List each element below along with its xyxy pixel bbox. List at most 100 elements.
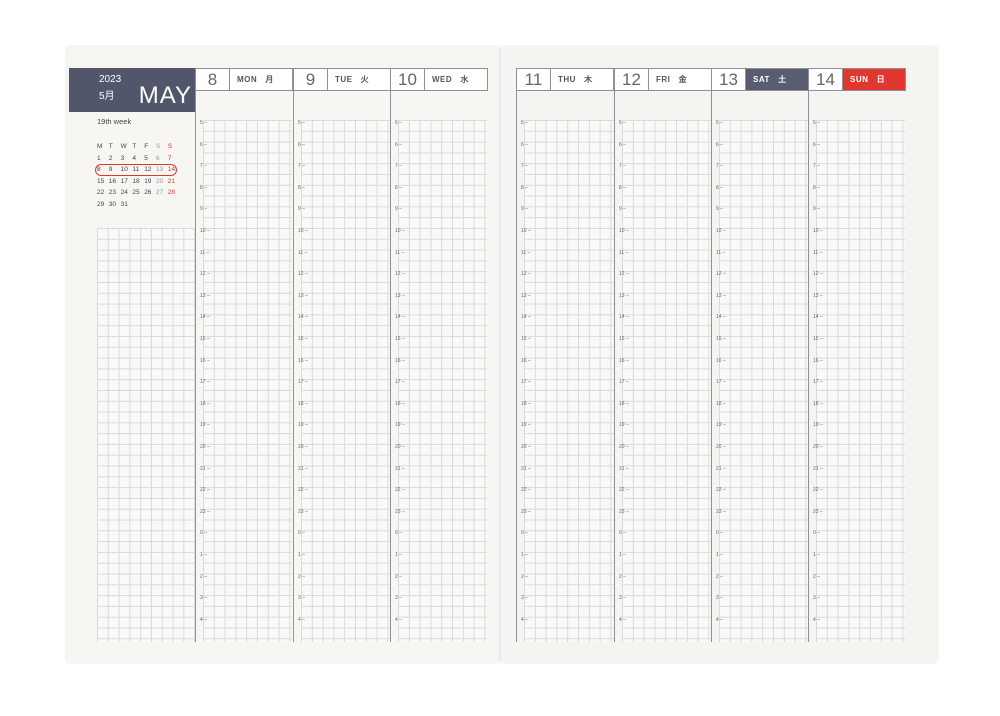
hour-label: 14 –: [395, 314, 405, 321]
hour-label: 2 –: [813, 573, 820, 580]
hour-label: 5 –: [298, 120, 305, 126]
day-number: 10: [391, 69, 425, 90]
hour-label: 20 –: [716, 444, 726, 450]
hour-label: 14 –: [521, 314, 531, 321]
hour-label: 7 –: [813, 163, 820, 170]
hour-label: 10 –: [619, 228, 629, 234]
calendar-day: 20: [155, 177, 164, 185]
hour-label: 5 –: [395, 120, 402, 126]
hour-label: 22 –: [619, 487, 629, 494]
day-header-mon: 8 MON 月: [195, 68, 293, 91]
hour-label: 18 –: [200, 400, 210, 407]
hour-label: 9 –: [200, 206, 207, 213]
hour-label: 4 –: [716, 616, 723, 623]
hour-label: 13 –: [619, 292, 629, 299]
calendar-day: 9: [108, 166, 113, 173]
hour-label: 18 –: [521, 400, 531, 407]
calendar-row: 15 16 17 18 19 20 21: [97, 178, 180, 185]
hour-label: 16 –: [813, 357, 823, 364]
hour-label: 23 –: [619, 508, 629, 515]
hour-label: 2 –: [716, 573, 723, 580]
day-column-divider: [195, 68, 196, 642]
hour-label: 23 –: [200, 508, 210, 515]
hour-label: 2 –: [521, 573, 528, 580]
hour-label: 1 –: [200, 552, 207, 558]
hour-label: 12 –: [716, 271, 726, 278]
calendar-day: 1: [97, 154, 101, 162]
hour-label: 5 –: [716, 120, 723, 126]
day-grid[interactable]: [816, 120, 905, 642]
hour-label: 20 –: [813, 444, 823, 450]
hour-label: 12 –: [395, 271, 405, 278]
hour-label: 22 –: [395, 487, 405, 494]
hour-label: 3 –: [200, 595, 207, 602]
hour-label: 13 –: [200, 292, 210, 299]
day-grid[interactable]: [203, 120, 292, 642]
calendar-row: 22 23 24 25 26 27 28: [97, 189, 180, 196]
hour-label: 21 –: [716, 465, 726, 472]
hour-label: 23 –: [716, 508, 726, 515]
hour-label: 2 –: [619, 573, 626, 580]
day-number: 12: [615, 69, 649, 90]
calendar-day: M: [97, 143, 103, 150]
hour-label: 17 –: [395, 379, 405, 386]
hour-label: 13 –: [813, 292, 823, 299]
hour-label: 4 –: [298, 616, 305, 623]
day-grid[interactable]: [398, 120, 487, 642]
hour-label: 7 –: [395, 163, 402, 170]
day-column-divider: [390, 68, 391, 642]
hour-label: 11 –: [716, 249, 726, 256]
day-grid[interactable]: [524, 120, 614, 642]
hour-label: 22 –: [716, 487, 726, 494]
day-header-thu: 11 THU 木: [516, 68, 614, 91]
calendar-day: T: [132, 143, 137, 150]
hour-label: 13 –: [298, 292, 308, 299]
hour-label: 17 –: [619, 379, 629, 386]
hour-label: 21 –: [619, 465, 629, 472]
hour-label: 0 –: [813, 530, 820, 537]
hour-label: 3 –: [813, 595, 820, 602]
hour-label: 21 –: [395, 465, 405, 472]
hour-label: 17 –: [716, 379, 726, 386]
hour-label: 20 –: [521, 444, 531, 450]
day-name: TUE 火: [335, 75, 370, 84]
hour-label: 16 –: [395, 357, 405, 364]
day-grid[interactable]: [719, 120, 808, 642]
hour-label: 4 –: [813, 616, 820, 623]
hour-label: 18 –: [298, 400, 308, 407]
hour-label: 22 –: [521, 487, 531, 494]
hour-label: 7 –: [298, 163, 305, 170]
hour-label: 11 –: [619, 249, 629, 256]
day-number: 11: [517, 69, 551, 90]
hour-label: 3 –: [521, 595, 528, 602]
day-number: 13: [712, 69, 746, 90]
hour-label: 23 –: [298, 508, 308, 515]
hour-label: 6 –: [619, 141, 626, 148]
day-header-wed: 10 WED 水: [390, 68, 488, 91]
hour-label: 11 –: [298, 249, 308, 256]
hour-label: 7 –: [716, 163, 723, 170]
day-grid[interactable]: [301, 120, 390, 642]
calendar-day: S: [155, 143, 161, 150]
calendar-day: 23: [108, 189, 117, 196]
hour-label: 18 –: [619, 400, 629, 407]
hour-label: 23 –: [521, 508, 531, 515]
hour-label: 15 –: [395, 336, 405, 342]
hour-label: 19 –: [813, 422, 823, 429]
hour-label: 21 –: [200, 465, 210, 472]
hour-label: 1 –: [521, 552, 528, 558]
day-grid[interactable]: [622, 120, 711, 642]
calendar-day: 25: [132, 189, 140, 196]
hour-label: 0 –: [395, 530, 402, 537]
hour-label: 13 –: [395, 292, 405, 299]
hour-label: 6 –: [395, 141, 402, 148]
hour-label: 19 –: [716, 422, 726, 429]
day-name: WED 水: [432, 75, 469, 84]
hour-label: 4 –: [395, 616, 402, 623]
hour-label: 1 –: [716, 552, 723, 558]
hour-label: 9 –: [716, 206, 723, 213]
day-name: THU 木: [558, 75, 593, 84]
calendar-day: 12: [144, 166, 152, 173]
